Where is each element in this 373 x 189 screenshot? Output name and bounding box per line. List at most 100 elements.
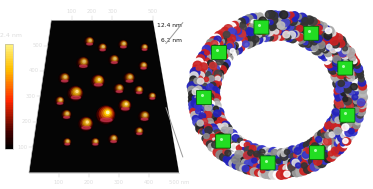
- Circle shape: [322, 47, 329, 53]
- Circle shape: [324, 49, 332, 57]
- Circle shape: [113, 57, 117, 61]
- Bar: [5, 114, 13, 116]
- Circle shape: [336, 86, 343, 93]
- Circle shape: [280, 160, 287, 166]
- Bar: [5, 81, 13, 82]
- Bar: [5, 124, 13, 126]
- Bar: [5, 147, 13, 149]
- Circle shape: [213, 106, 219, 111]
- Circle shape: [344, 87, 351, 93]
- Circle shape: [324, 32, 332, 39]
- Circle shape: [270, 12, 278, 20]
- Circle shape: [339, 81, 349, 89]
- Circle shape: [214, 73, 223, 81]
- Circle shape: [285, 149, 290, 154]
- Circle shape: [101, 45, 105, 49]
- Circle shape: [211, 56, 217, 62]
- Circle shape: [214, 105, 222, 112]
- Circle shape: [219, 62, 228, 71]
- Circle shape: [319, 153, 326, 159]
- Circle shape: [305, 29, 311, 35]
- Circle shape: [317, 25, 322, 29]
- Circle shape: [278, 34, 285, 40]
- Circle shape: [319, 46, 325, 52]
- Circle shape: [281, 16, 289, 24]
- Circle shape: [216, 112, 224, 119]
- Circle shape: [334, 127, 341, 135]
- Circle shape: [123, 43, 125, 45]
- Circle shape: [213, 84, 220, 91]
- Circle shape: [205, 65, 213, 73]
- Circle shape: [213, 81, 219, 87]
- Circle shape: [231, 21, 238, 28]
- Ellipse shape: [142, 49, 147, 50]
- Circle shape: [352, 109, 358, 115]
- Circle shape: [265, 11, 273, 19]
- Circle shape: [264, 159, 273, 167]
- Circle shape: [192, 88, 199, 95]
- Circle shape: [350, 55, 355, 61]
- Circle shape: [114, 84, 123, 94]
- Circle shape: [202, 100, 209, 107]
- Circle shape: [86, 121, 88, 123]
- Circle shape: [319, 23, 327, 31]
- Circle shape: [213, 80, 221, 88]
- Circle shape: [247, 28, 255, 36]
- Circle shape: [345, 74, 352, 81]
- Circle shape: [229, 44, 235, 50]
- Circle shape: [115, 84, 124, 93]
- Circle shape: [234, 135, 242, 143]
- Circle shape: [195, 80, 202, 86]
- Circle shape: [274, 22, 282, 29]
- Bar: [5, 82, 13, 84]
- Circle shape: [195, 102, 201, 107]
- Circle shape: [343, 138, 351, 145]
- Circle shape: [119, 41, 127, 49]
- Circle shape: [218, 115, 226, 123]
- Circle shape: [201, 83, 207, 89]
- Circle shape: [346, 103, 354, 110]
- Circle shape: [245, 147, 252, 154]
- Bar: [5, 107, 13, 109]
- Circle shape: [345, 77, 354, 85]
- Circle shape: [285, 34, 293, 42]
- Circle shape: [191, 100, 199, 107]
- Circle shape: [59, 98, 62, 102]
- Circle shape: [305, 41, 315, 50]
- Circle shape: [65, 139, 70, 145]
- Circle shape: [109, 56, 119, 65]
- Circle shape: [292, 24, 302, 33]
- Circle shape: [352, 85, 361, 94]
- Circle shape: [94, 140, 97, 143]
- Circle shape: [277, 28, 284, 35]
- Circle shape: [345, 46, 351, 52]
- Circle shape: [313, 26, 323, 35]
- Circle shape: [187, 82, 197, 91]
- Circle shape: [276, 12, 282, 17]
- Ellipse shape: [126, 80, 133, 82]
- Circle shape: [291, 29, 300, 38]
- Circle shape: [247, 21, 254, 27]
- Circle shape: [254, 30, 262, 38]
- Circle shape: [359, 86, 367, 94]
- Circle shape: [317, 28, 326, 36]
- Circle shape: [311, 40, 317, 45]
- Circle shape: [209, 124, 217, 132]
- Circle shape: [345, 116, 350, 121]
- Circle shape: [125, 74, 134, 82]
- Circle shape: [297, 20, 304, 26]
- Circle shape: [220, 138, 229, 147]
- Circle shape: [360, 90, 366, 97]
- Circle shape: [247, 38, 256, 47]
- Circle shape: [259, 11, 268, 19]
- Circle shape: [326, 122, 333, 129]
- FancyBboxPatch shape: [338, 61, 353, 75]
- Circle shape: [90, 40, 91, 41]
- Circle shape: [317, 41, 325, 49]
- Circle shape: [214, 70, 222, 77]
- Circle shape: [325, 26, 334, 35]
- Circle shape: [214, 77, 221, 84]
- Text: 500: 500: [33, 43, 43, 48]
- Circle shape: [357, 99, 365, 106]
- Bar: [5, 89, 13, 91]
